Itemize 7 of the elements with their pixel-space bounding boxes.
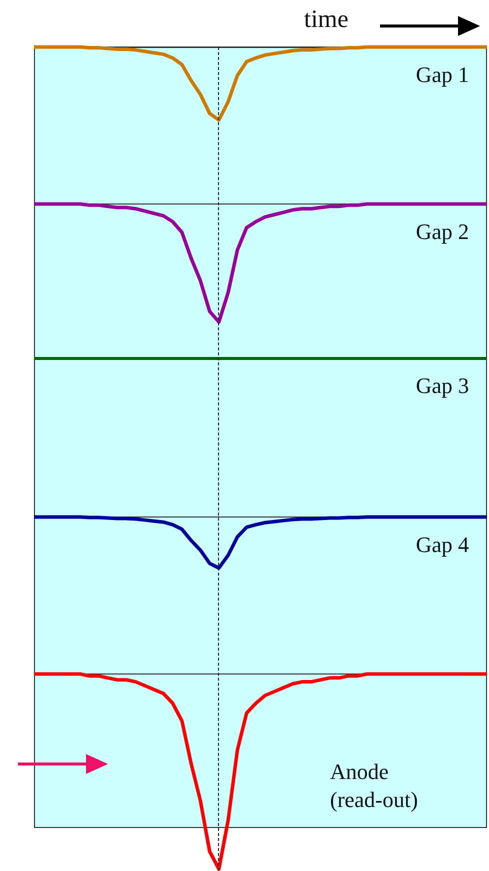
annotation: Gap 2 <box>416 219 469 245</box>
annotation: (read-out) <box>330 787 418 813</box>
x-axis-title: time <box>304 6 348 34</box>
annotation: Anode <box>330 759 389 785</box>
text: Gap 3 <box>416 373 469 399</box>
annotation: Gap 1 <box>416 62 469 88</box>
annotation: Gap 4 <box>416 532 469 558</box>
